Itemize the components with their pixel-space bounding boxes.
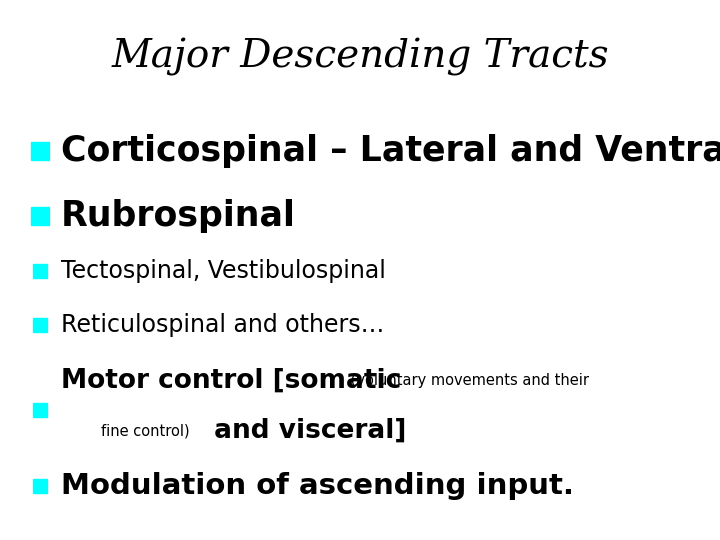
Text: and visceral]: and visceral] — [205, 418, 407, 444]
Text: (voluntary movements and their: (voluntary movements and their — [346, 373, 589, 388]
Text: Rubrospinal: Rubrospinal — [61, 199, 296, 233]
Text: Corticospinal – Lateral and Ventral: Corticospinal – Lateral and Ventral — [61, 134, 720, 168]
Text: Tectospinal, Vestibulospinal: Tectospinal, Vestibulospinal — [61, 259, 386, 283]
Text: Major Descending Tracts: Major Descending Tracts — [111, 38, 609, 76]
Text: Modulation of ascending input.: Modulation of ascending input. — [61, 472, 575, 500]
Text: Reticulospinal and others…: Reticulospinal and others… — [61, 313, 384, 337]
Text: Motor control [somatic: Motor control [somatic — [61, 368, 402, 394]
Text: fine control): fine control) — [101, 423, 189, 438]
